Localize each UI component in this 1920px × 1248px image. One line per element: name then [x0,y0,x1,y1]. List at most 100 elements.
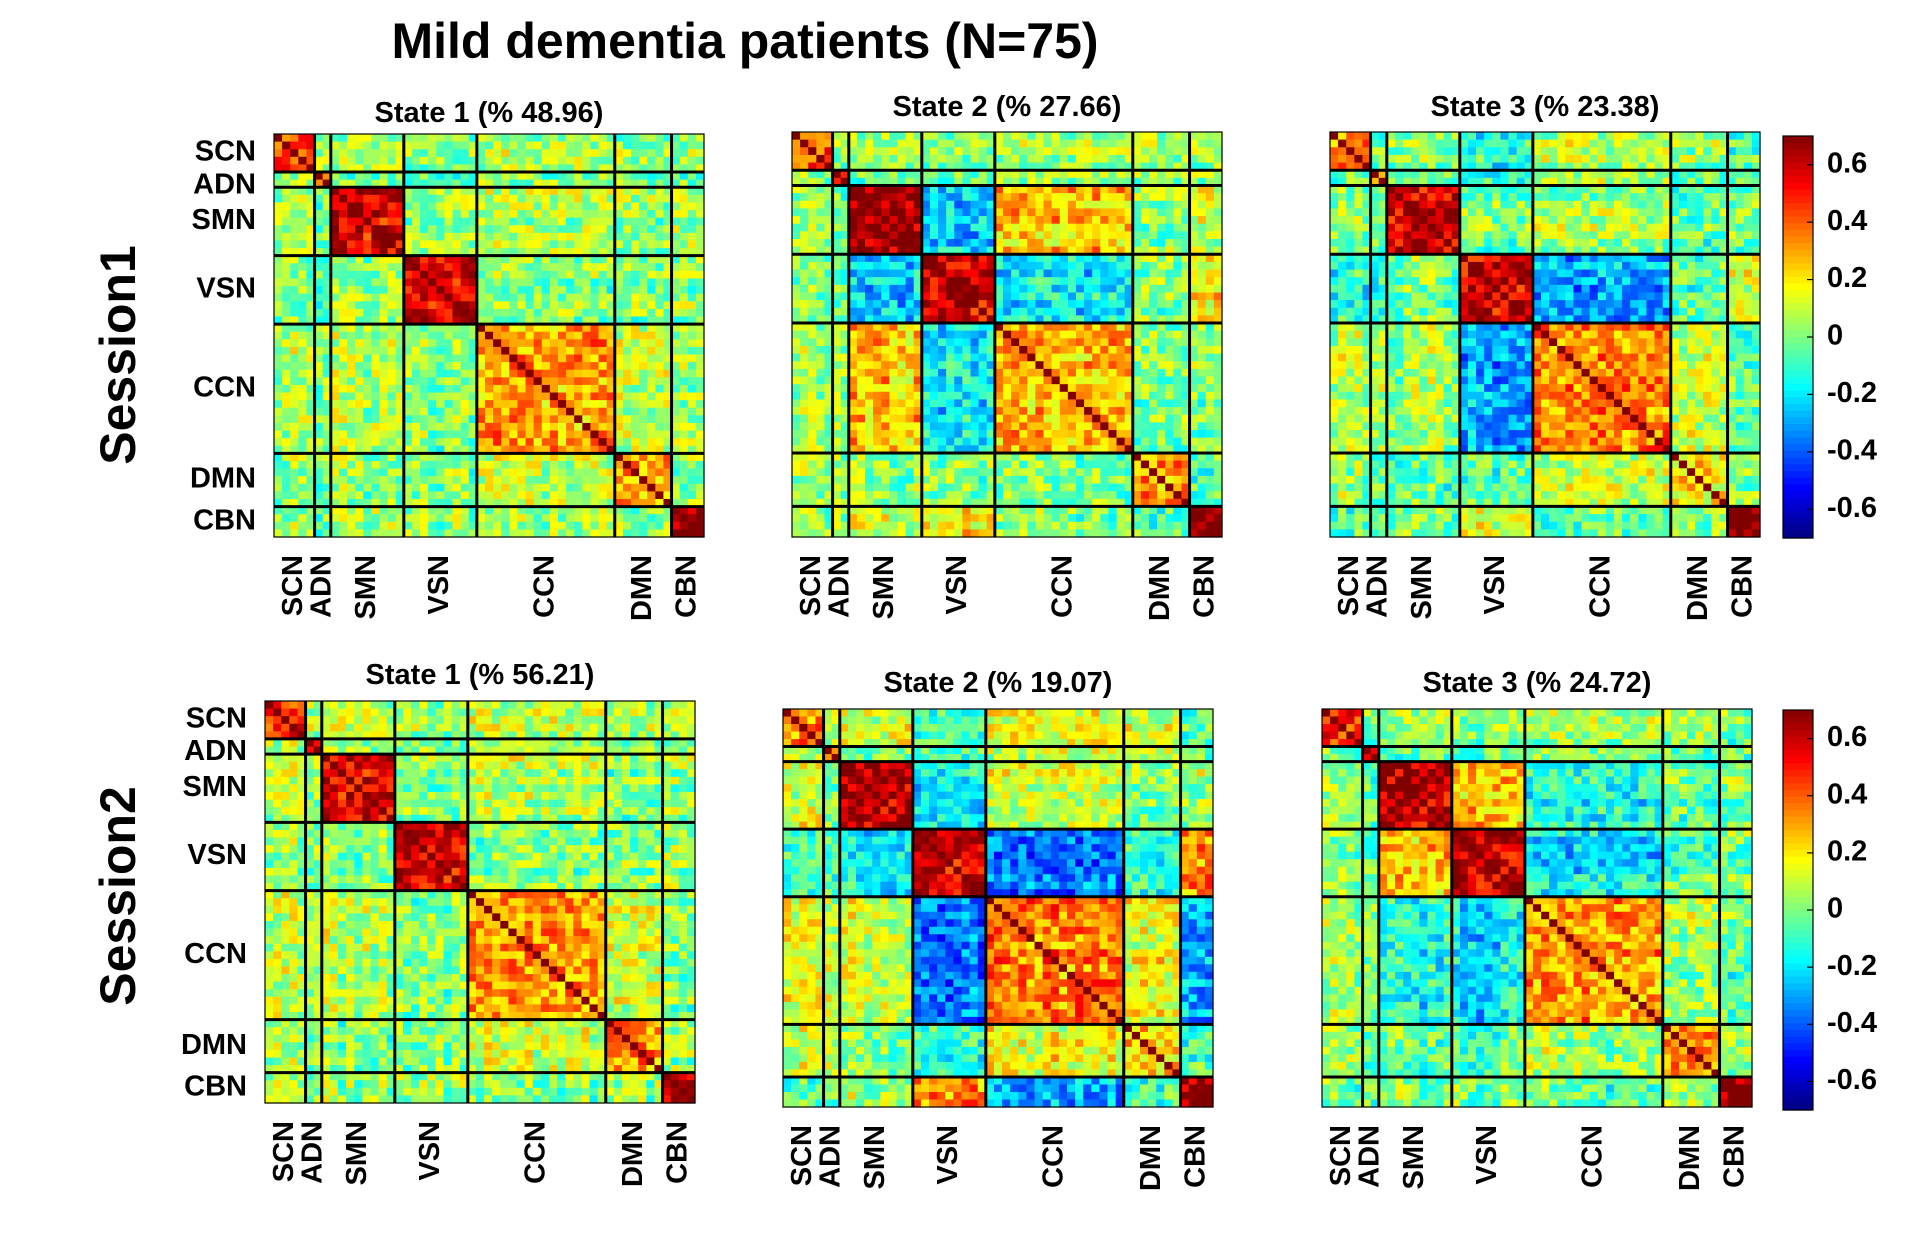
heatmap-cell [298,355,307,363]
heatmap-cell [436,415,445,423]
heatmap-cell [290,514,299,522]
heatmap-cell [688,529,697,537]
heatmap-cell [979,147,988,155]
heatmap-cell [582,149,591,157]
heatmap-cell [412,202,421,210]
heatmap-cell [461,377,470,385]
heatmap-cell [800,224,809,232]
heatmap-cell [1060,438,1069,446]
heatmap-cell [1044,239,1053,247]
heatmap-cell [1076,239,1085,247]
heatmap-cell [623,332,632,340]
heatmap-cell [517,461,526,469]
heatmap-cell [363,522,372,530]
heatmap-cell [339,476,348,484]
heatmap-cell [962,361,971,369]
heatmap-cell [282,476,291,484]
heatmap-cell [347,225,356,233]
heatmap-cell [1198,147,1207,155]
heatmap-cell [1214,392,1223,400]
heatmap-cell [534,202,543,210]
heatmap-cell [1011,392,1020,400]
heatmap-cell [889,415,898,423]
heatmap-cell [274,385,283,393]
heatmap-cell [558,278,567,286]
heatmap-cell [808,377,817,385]
heatmap-cell [566,309,575,317]
heatmap-cell [1100,285,1109,293]
heatmap-cell [379,134,388,142]
heatmap-cell [792,132,801,140]
heatmap-cell [647,271,656,279]
heatmap-cell [363,271,372,279]
heatmap-cell [938,147,947,155]
heatmap-cell [970,308,979,316]
heatmap-cell [696,522,705,530]
heatmap-cell [1214,361,1223,369]
heatmap-cell [590,514,599,522]
heatmap-cell [1149,407,1158,415]
heatmap-cell [388,202,397,210]
heatmap-cell [274,408,283,416]
heatmap-cell [1173,384,1182,392]
heatmap-cell [639,157,648,165]
heatmap-cell [339,339,348,347]
heatmap-cell [339,309,348,317]
heatmap-cell [1117,193,1126,201]
heatmap-cell [509,400,518,408]
heatmap-cell [816,224,825,232]
heatmap-cell [493,415,502,423]
heatmap-cell [865,277,874,285]
heatmap-cell [290,370,299,378]
heatmap-cell [282,431,291,439]
heatmap-cell [461,233,470,241]
heatmap-cell [1198,354,1207,362]
heatmap-cell [688,484,697,492]
heatmap-cell [582,415,591,423]
heatmap-cell [688,149,697,157]
heatmap-cell [696,339,705,347]
heatmap-cell [1076,392,1085,400]
heatmap-cell [452,278,461,286]
heatmap-cell [428,415,437,423]
heatmap-cell [371,385,380,393]
heatmap-cell [493,195,502,203]
heatmap-cell [493,301,502,309]
heatmap-cell [816,270,825,278]
heatmap-cell [979,239,988,247]
heatmap-cell [655,370,664,378]
heatmap-cell [655,514,664,522]
heatmap-cell [1206,239,1215,247]
heatmap-cell [631,142,640,150]
heatmap-cell [461,469,470,477]
heatmap-cell [517,202,526,210]
heatmap-cell [1117,231,1126,239]
heatmap-cell [979,140,988,148]
heatmap-cell [800,277,809,285]
heatmap-cell [946,208,955,216]
heatmap-cell [655,294,664,302]
heatmap-cell [509,195,518,203]
heatmap-cell [388,278,397,286]
heatmap-cell [347,438,356,446]
heatmap-cell [371,240,380,248]
heatmap-cell [274,263,283,271]
heatmap-cell [792,399,801,407]
heatmap-cell [1117,285,1126,293]
heatmap-cell [274,286,283,294]
heatmap-cell [1035,338,1044,346]
heatmap-cell [282,149,291,157]
heatmap-cell [412,218,421,226]
heatmap-cell [1141,270,1150,278]
heatmap-cell [1035,231,1044,239]
heatmap-cell [485,438,494,446]
heatmap-cell [1157,308,1166,316]
heatmap-cell [808,430,817,438]
heatmap-cell [412,134,421,142]
heatmap-cell [857,270,866,278]
y-tick-label: ADN [193,168,256,200]
heatmap-cell [979,308,988,316]
heatmap-cell [1108,201,1117,209]
heatmap-cell [1157,132,1166,140]
heatmap-cell [1084,147,1093,155]
